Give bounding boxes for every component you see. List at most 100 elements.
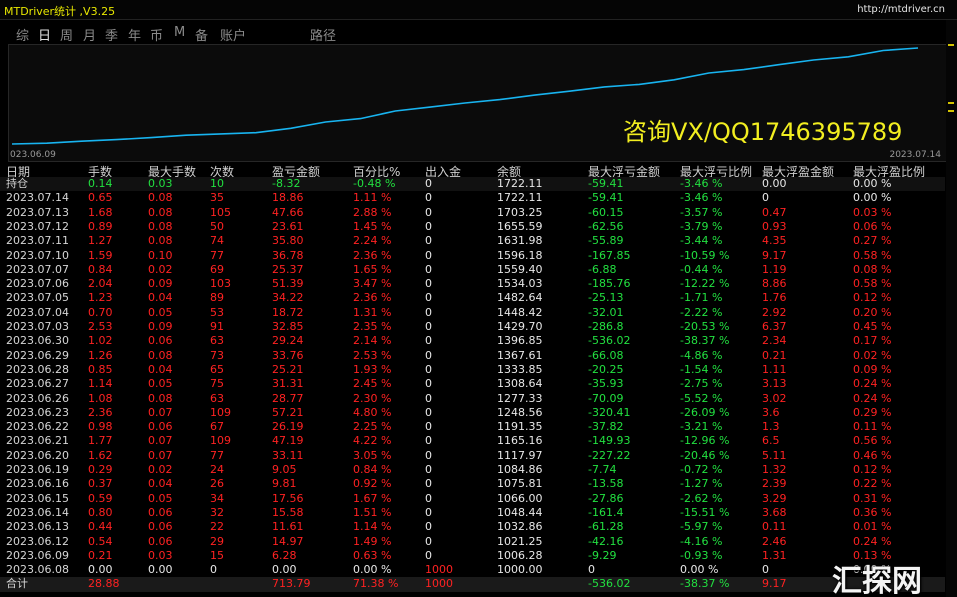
tab[interactable]: 日	[38, 29, 52, 44]
row-date: 2023.06.29	[6, 348, 69, 362]
table-cell: 0	[425, 420, 432, 434]
row-date: 2023.07.10	[6, 248, 69, 262]
table-cell: 36.78	[272, 248, 304, 262]
column-header[interactable]: 最大浮盈金额	[762, 165, 835, 179]
table-cell: -55.89	[588, 234, 624, 248]
tab[interactable]: 备	[195, 29, 209, 44]
table-cell: -38.37 %	[680, 334, 730, 348]
table-cell: -37.82	[588, 420, 624, 434]
table-cell: -20.25	[588, 362, 624, 376]
table-cell: -12.22 %	[680, 277, 730, 291]
column-header[interactable]: 手数	[88, 165, 113, 179]
table-cell: 0	[425, 248, 432, 262]
table-cell: 2.35 %	[353, 320, 392, 333]
table-cell: 1032.86	[497, 520, 543, 534]
website-link[interactable]: http://mtdriver.cn	[857, 4, 945, 15]
tab[interactable]: 季	[105, 29, 119, 44]
table-cell: 77	[210, 448, 224, 462]
table-cell: 0.12 %	[853, 291, 892, 305]
table-cell: -35.93	[588, 377, 624, 391]
tab[interactable]: 币	[150, 29, 164, 44]
tab[interactable]: 综	[16, 29, 30, 44]
table-cell: 28.77	[272, 391, 304, 405]
column-header[interactable]: 最大手数	[148, 165, 197, 179]
column-header[interactable]: 余额	[497, 165, 522, 179]
table-cell: 74	[210, 234, 224, 248]
column-header[interactable]: 次数	[210, 165, 235, 179]
table-cell: 8.86	[762, 277, 787, 291]
total-cell: -38.37 %	[680, 577, 730, 591]
table-cell: 1.11	[762, 362, 787, 376]
tab[interactable]: M	[174, 25, 186, 40]
table-cell: 0.13 %	[853, 548, 892, 562]
column-header[interactable]: 日期	[6, 165, 31, 179]
table-cell: 2.45 %	[353, 377, 392, 391]
table-cell: 2.36 %	[353, 248, 392, 262]
table-cell: 0.17 %	[853, 334, 892, 348]
table-cell: 0.11	[762, 520, 787, 534]
table-cell: 0	[425, 277, 432, 291]
table-cell: 3.13	[762, 377, 787, 391]
tab[interactable]: 周	[60, 29, 74, 44]
table-cell: 0	[762, 191, 769, 205]
row-date: 2023.06.23	[6, 405, 69, 419]
column-header[interactable]: 最大浮亏比例	[680, 165, 753, 179]
table-cell: 9.17	[762, 248, 787, 262]
table-cell: 34	[210, 491, 224, 505]
column-header[interactable]: 盈亏金额	[272, 165, 321, 179]
table-cell: 6.5	[762, 434, 780, 448]
table-cell: -9.29	[588, 548, 617, 562]
table-cell: 2.30 %	[353, 391, 392, 405]
table-cell: 1277.33	[497, 391, 543, 405]
table-cell: 1066.00	[497, 491, 543, 505]
table-cell: 1.93 %	[353, 362, 392, 376]
table-cell: 0	[425, 491, 432, 505]
table-cell: 2.53	[88, 320, 113, 333]
table-cell: 103	[210, 277, 231, 291]
column-header[interactable]: 最大浮盈比例	[853, 165, 926, 179]
scrollbar[interactable]	[946, 20, 957, 597]
tab[interactable]: 月	[83, 29, 97, 44]
table-cell: 1.26	[88, 348, 113, 362]
table-cell: 0.00 %	[853, 191, 892, 205]
table-cell: 1000	[425, 563, 453, 577]
balance-line	[11, 47, 919, 145]
table-cell: -167.85	[588, 248, 631, 262]
table-cell: 1448.42	[497, 305, 543, 319]
tab[interactable]: 账户	[220, 29, 247, 44]
table-cell: 1429.70	[497, 320, 543, 333]
table-cell: 0.92 %	[353, 477, 392, 491]
table-cell: -42.16	[588, 534, 624, 548]
table-cell: 91	[210, 320, 224, 333]
table-cell: 3.29	[762, 491, 787, 505]
table-cell: 0.08	[148, 205, 173, 219]
table-cell: 0.89	[88, 219, 113, 233]
tab[interactable]: 路径	[310, 29, 337, 44]
table-cell: 1000.00	[497, 563, 543, 577]
table-cell: -8.32	[272, 177, 301, 190]
table-cell: 51.39	[272, 277, 304, 291]
table-cell: -1.54 %	[680, 362, 723, 376]
table-cell: 1482.64	[497, 291, 543, 305]
column-header[interactable]: 百分比%	[353, 165, 401, 179]
scroll-marker	[948, 102, 954, 104]
table-cell: 0.03	[148, 177, 173, 190]
table-cell: 1.14 %	[353, 520, 392, 534]
row-date: 2023.06.16	[6, 477, 69, 491]
table-cell: 2.92	[762, 305, 787, 319]
table-cell: 0.84 %	[353, 463, 392, 476]
table-cell: 0	[425, 320, 432, 333]
table-cell: -149.93	[588, 434, 631, 448]
table-cell: -3.46 %	[680, 177, 723, 190]
column-header[interactable]: 最大浮亏金额	[588, 165, 661, 179]
table-cell: 0	[425, 191, 432, 205]
tab[interactable]: 年	[128, 29, 142, 44]
table-cell: -26.09 %	[680, 405, 730, 419]
row-date: 2023.06.27	[6, 377, 69, 391]
table-cell: 3.05 %	[353, 448, 392, 462]
table-cell: 0.14	[88, 177, 113, 190]
table-cell: 2.25 %	[353, 420, 392, 434]
column-header[interactable]: 出入金	[425, 165, 462, 179]
table-cell: -0.93 %	[680, 548, 723, 562]
